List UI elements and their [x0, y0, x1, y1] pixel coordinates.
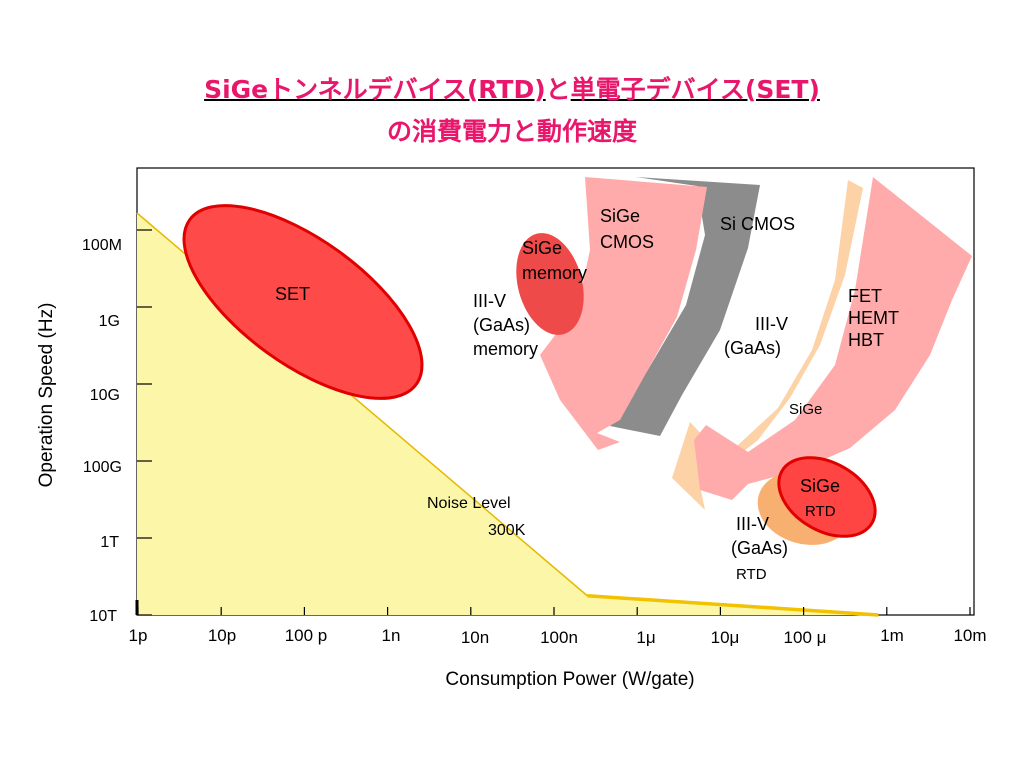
y-tick-label: 100M — [82, 237, 122, 254]
si-cmos-label: Si CMOS — [720, 214, 795, 234]
iiiv-rtd-label: RTD — [736, 566, 767, 583]
title-set: 単電子デバイス(SET) — [570, 75, 820, 104]
iiiv-rtd-label: (GaAs) — [731, 538, 788, 558]
x-tick-label: 1m — [880, 626, 904, 645]
sige-cmos-label: CMOS — [600, 232, 654, 252]
hemt-label: HEMT — [848, 308, 899, 328]
title-line-2: の消費電力と動作速度 — [386, 117, 637, 146]
iiiv-memory-label: memory — [473, 339, 538, 359]
noise-level-region — [137, 213, 879, 615]
x-tick-label: 1n — [382, 626, 401, 645]
y-tick-label: 10G — [90, 387, 120, 404]
title-rtd: SiGeトンネルデバイス(RTD) — [204, 75, 546, 104]
fet-label: FET — [848, 286, 882, 306]
x-tick-label: 100n — [540, 628, 578, 647]
sige-rtd-label: SiGe — [800, 476, 840, 496]
iiiv-rtd-label: III-V — [736, 514, 769, 534]
set-region — [182, 204, 424, 400]
y-tick-label: 100G — [83, 459, 122, 476]
si-cmos-region — [610, 177, 760, 436]
iiiv-fet-region — [672, 180, 863, 510]
iiiv-memory-label: (GaAs) — [473, 315, 530, 335]
x-tick-label: 10μ — [711, 628, 740, 647]
noise-level-label: Noise Level — [427, 495, 511, 512]
y-tick-label: 10T — [89, 608, 117, 625]
sige-fet-region — [694, 177, 972, 500]
title-conjunction: と — [545, 75, 571, 104]
x-tick-label: 100 μ — [784, 628, 827, 647]
x-tick-label: 1p — [129, 626, 148, 645]
hbt-label: HBT — [848, 330, 884, 350]
noise-level-temperature: 300K — [488, 522, 526, 539]
sige-cmos-label: SiGe — [600, 206, 640, 226]
x-tick-label: 10p — [208, 626, 236, 645]
y-tick-label: 1G — [99, 313, 120, 330]
y-axis-title: Operation Speed (Hz) — [36, 303, 57, 488]
x-tick-label: 100 p — [285, 626, 328, 645]
sige-memory-label: SiGe — [522, 238, 562, 258]
x-tick-label: 10m — [953, 626, 986, 645]
x-tick-label: 10n — [461, 628, 489, 647]
iiiv-memory-label: III-V — [473, 291, 506, 311]
sige-rtd-region — [777, 456, 877, 538]
sige-cmos-region — [540, 177, 707, 450]
y-tick-label: 1T — [100, 534, 119, 551]
x-tick-label: 1μ — [636, 628, 655, 647]
sige-memory-label: memory — [522, 263, 587, 283]
noise-level-line-rtd — [587, 594, 879, 617]
sige-fet-label: SiGe — [789, 401, 822, 418]
iiiv-fet-label: (GaAs) — [724, 338, 781, 358]
iiiv-fet-label: III-V — [755, 314, 788, 334]
set-label: SET — [275, 284, 310, 304]
y-tick-marks — [137, 229, 152, 616]
title-line-1: SiGeトンネルデバイス(RTD)と単電子デバイス(SET) — [0, 70, 1024, 106]
sige-rtd-label: RTD — [805, 503, 836, 520]
x-axis-title: Consumption Power (W/gate) — [445, 669, 694, 690]
sige-memory-region — [516, 233, 584, 335]
